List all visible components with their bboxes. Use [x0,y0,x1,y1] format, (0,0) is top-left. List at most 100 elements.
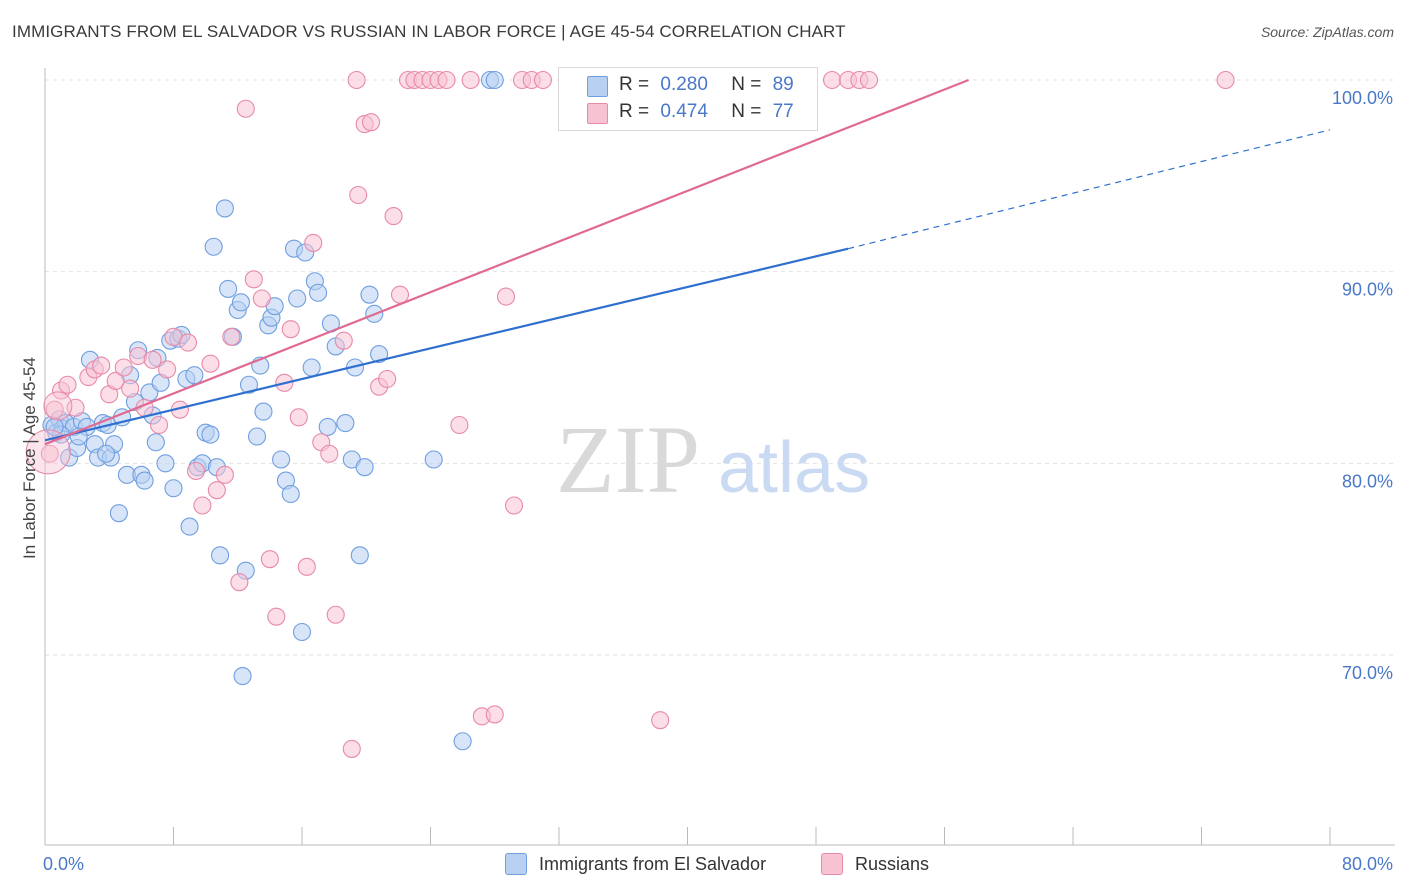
point-el-salvador [350,546,369,565]
point-russians [304,233,323,252]
point-russians [823,70,842,90]
point-russians [186,461,206,481]
point-russians [252,289,271,308]
x-tick-label: 80.0% [1342,854,1393,874]
point-russians [40,444,59,463]
legend-swatch [505,853,527,875]
point-russians [450,415,469,435]
point-el-salvador [292,622,312,642]
watermark-zip: ZIP [556,406,700,513]
legend-label-el-salvador: Immigrants from El Salvador [539,853,767,874]
point-russians [207,481,226,500]
legend-item-el-salvador[interactable]: Immigrants from El Salvador [505,852,766,876]
legend-swatch [821,853,843,875]
point-russians [378,369,397,389]
watermark: ZIP atlas [556,406,870,513]
point-el-salvador [485,70,504,90]
series-legend: Immigrants from El Salvador Russians [0,852,1406,878]
point-russians [342,739,361,758]
point-russians [244,270,263,289]
point-russians [143,350,162,369]
point-russians [485,705,504,724]
point-russians [222,327,241,346]
point-el-salvador [146,433,165,452]
point-russians [533,70,552,90]
point-el-salvador [219,279,238,298]
point-russians [289,408,308,427]
y-tick-label: 90.0% [1342,280,1393,300]
point-russians [58,375,77,394]
point-russians [334,331,353,350]
point-russians [230,573,249,592]
point-russians [281,320,300,339]
y-tick-label: 80.0% [1342,471,1393,491]
stats-legend: R = 0.280 N = 89 R = 0.474 N = 77 [558,67,818,131]
point-el-salvador [254,402,273,421]
legend-row-el-salvador: R = 0.280 N = 89 [619,74,794,96]
point-russians [106,371,125,390]
point-russians [121,379,140,398]
point-el-salvador [233,667,252,686]
point-russians [178,333,198,352]
point-el-salvador [247,427,267,446]
point-russians [25,429,71,475]
legend-item-russians[interactable]: Russians [821,852,929,876]
point-el-salvador [370,345,389,364]
point-russians [362,113,381,132]
point-russians [267,607,286,626]
point-el-salvador [201,425,220,444]
point-el-salvador [239,375,259,394]
point-el-salvador [185,366,204,385]
point-el-salvador [164,479,183,498]
point-el-salvador [360,285,379,304]
point-russians [92,356,111,375]
point-russians [201,354,220,373]
point-russians [45,400,64,419]
point-russians [347,70,366,90]
trend-line-el-salvador [44,247,849,442]
point-russians [149,415,169,435]
point-russians [496,287,516,306]
point-el-salvador [180,517,199,536]
point-russians [158,360,177,379]
y-axis-label: In Labor Force | Age 45-54 [20,357,39,559]
y-tick-label: 70.0% [1342,663,1393,683]
point-russians [461,70,480,90]
point-el-salvador [204,237,223,256]
legend-label-russians: Russians [855,853,930,874]
point-russians [349,185,368,205]
trend-line-el-salvador-extension [847,129,1331,250]
point-el-salvador [424,450,443,469]
trend-line-russians [44,78,969,446]
n-value-russians: 77 [772,101,794,122]
point-el-salvador [453,732,472,751]
n-label: N = [731,74,762,95]
point-el-salvador [281,484,300,504]
points-russians [25,70,1235,758]
n-label: N = [731,101,762,122]
point-el-salvador [288,289,307,308]
chart-title: IMMIGRANTS FROM EL SALVADOR VS RUSSIAN I… [12,22,846,41]
point-russians [504,496,524,515]
r-value-el-salvador: 0.280 [660,74,708,95]
watermark-atlas: atlas [718,428,870,508]
point-russians [859,70,879,90]
y-tick-label: 100.0% [1332,88,1393,108]
point-russians [326,605,345,624]
legend-swatch-russians [587,103,608,124]
point-russians [437,70,456,90]
r-label: R = [619,74,650,95]
n-value-el-salvador: 89 [772,74,794,95]
point-el-salvador [109,504,128,523]
point-el-salvador [135,471,154,490]
r-label: R = [619,101,650,122]
point-russians [390,285,410,304]
point-russians [384,207,403,226]
point-russians [320,444,339,463]
point-russians [236,99,255,118]
point-russians [215,465,234,484]
point-el-salvador [302,358,321,377]
point-russians [651,711,670,730]
point-russians [297,557,316,576]
